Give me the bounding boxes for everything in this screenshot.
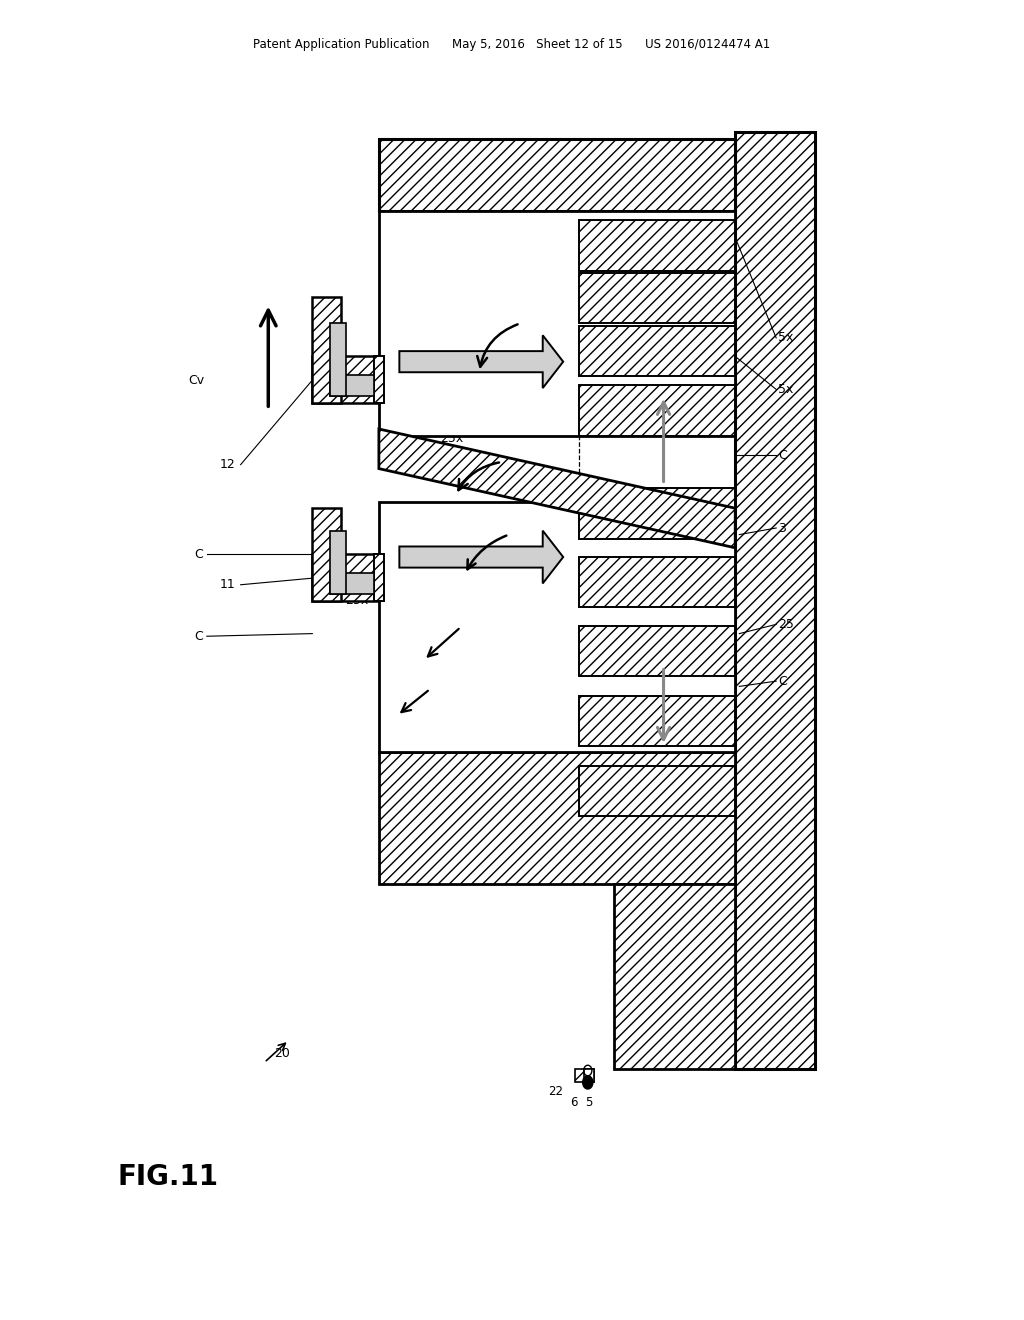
Bar: [579, 385, 735, 436]
Polygon shape: [379, 429, 735, 548]
Text: Cv: Cv: [502, 313, 518, 326]
Bar: [312, 554, 379, 601]
Text: 5: 5: [585, 1096, 593, 1109]
Bar: [312, 297, 341, 403]
Text: 6: 6: [569, 1096, 578, 1109]
Text: 25x: 25x: [399, 701, 423, 714]
Text: 3: 3: [778, 521, 786, 535]
Bar: [579, 626, 735, 676]
Text: 25x: 25x: [440, 432, 464, 445]
Text: C: C: [778, 449, 787, 462]
Bar: [374, 554, 384, 601]
Text: 22: 22: [549, 1085, 563, 1098]
Text: FIG.11: FIG.11: [118, 1163, 219, 1192]
Bar: [735, 132, 815, 1069]
Text: 25x: 25x: [438, 326, 462, 339]
Bar: [579, 220, 735, 271]
Polygon shape: [399, 335, 563, 388]
Bar: [575, 1069, 594, 1082]
Text: C: C: [778, 675, 787, 688]
Bar: [379, 211, 735, 436]
Text: 6b: 6b: [402, 352, 418, 366]
Text: 6y: 6y: [461, 242, 476, 255]
Text: Patent Application Publication      May 5, 2016   Sheet 12 of 15      US 2016/01: Patent Application Publication May 5, 20…: [253, 38, 771, 51]
Text: 5x: 5x: [778, 331, 794, 345]
Bar: [379, 502, 735, 752]
Bar: [579, 488, 735, 539]
Bar: [312, 508, 341, 601]
Text: 25: 25: [778, 618, 795, 631]
Bar: [330, 573, 374, 594]
Bar: [579, 766, 735, 816]
Text: 6a: 6a: [371, 578, 386, 591]
Bar: [330, 323, 346, 396]
Circle shape: [583, 1076, 593, 1089]
Text: 25x: 25x: [345, 594, 369, 607]
Bar: [374, 356, 384, 403]
Bar: [312, 356, 379, 403]
Text: C: C: [194, 548, 203, 561]
Bar: [330, 531, 346, 594]
Text: 5x: 5x: [778, 383, 794, 396]
Bar: [579, 273, 735, 323]
Text: C: C: [194, 630, 203, 643]
Bar: [614, 884, 735, 1069]
Bar: [579, 696, 735, 746]
Bar: [330, 375, 374, 396]
Bar: [379, 752, 735, 884]
Bar: [579, 557, 735, 607]
Text: 11: 11: [220, 578, 236, 591]
Bar: [579, 326, 735, 376]
Polygon shape: [399, 531, 563, 583]
Text: Cv: Cv: [463, 453, 479, 466]
Bar: [579, 205, 737, 752]
Text: 25x: 25x: [428, 649, 452, 663]
Text: Cv: Cv: [188, 374, 205, 387]
Bar: [379, 139, 735, 211]
Text: 12: 12: [220, 458, 236, 471]
Text: 20: 20: [274, 1047, 291, 1060]
Bar: [584, 1069, 594, 1082]
